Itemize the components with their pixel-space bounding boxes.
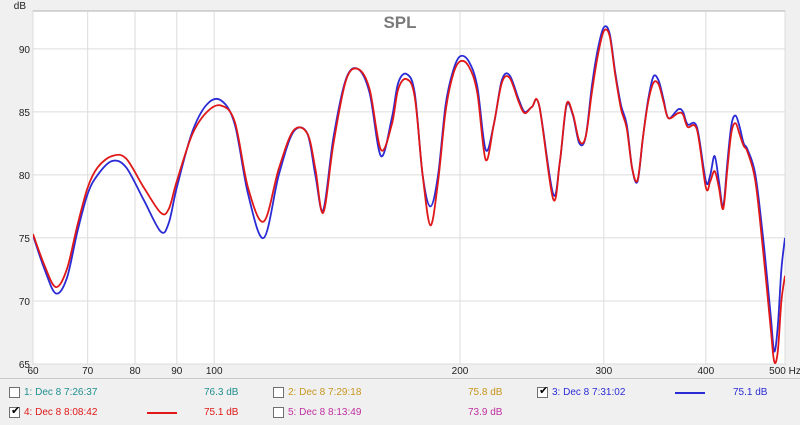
chart-title: SPL <box>383 13 416 32</box>
y-tick-label: 80 <box>19 171 31 182</box>
legend-value-5: 73.9 dB <box>468 407 503 418</box>
legend-label-5: 5: Dec 8 8:13:49 <box>288 407 362 418</box>
legend-swatch-3 <box>675 392 705 394</box>
grid <box>32 11 786 365</box>
legend-checkbox-5[interactable] <box>273 407 284 418</box>
y-tick-label: 75 <box>19 234 31 245</box>
legend-label-3: 3: Dec 8 7:31:02 <box>552 387 626 398</box>
legend-panel: 1: Dec 8 7:26:37 76.3 dB 2: Dec 8 7:29:1… <box>0 378 800 425</box>
legend-checkbox-3[interactable]: ✔ <box>537 384 549 398</box>
legend-value-3: 75.1 dB <box>733 387 768 398</box>
x-tick-label: 80 <box>129 366 141 377</box>
legend-item-5[interactable]: 5: Dec 8 8:13:49 73.9 dB <box>273 403 513 423</box>
legend-checkbox-1[interactable] <box>9 387 20 398</box>
legend-item-2[interactable]: 2: Dec 8 7:29:18 75.8 dB <box>273 383 513 403</box>
x-tick-label: 100 <box>206 366 223 377</box>
plot-area <box>32 10 786 365</box>
legend-value-4: 75.1 dB <box>204 407 239 418</box>
legend-value-2: 75.8 dB <box>468 387 503 398</box>
y-axis-unit: dB <box>14 1 27 12</box>
x-tick-label: 90 <box>171 366 183 377</box>
spl-chart: 60 70 80 90 100 200 300 400 500 Hz 65 70 75 80 85 90 S… <box>14 1 800 377</box>
x-tick-label: 400 <box>698 366 715 377</box>
y-tick-label: 70 <box>19 297 31 308</box>
legend-checkbox-4[interactable]: ✔ <box>9 404 21 418</box>
x-tick-label: 70 <box>82 366 94 377</box>
legend-value-1: 76.3 dB <box>204 387 239 398</box>
y-tick-label: 85 <box>19 108 31 119</box>
checkmark-icon: ✔ <box>539 384 549 397</box>
series-lines <box>33 25 785 364</box>
legend-swatch-4 <box>147 412 177 414</box>
legend-checkbox-2[interactable] <box>273 387 284 398</box>
legend-item-3[interactable]: ✔ 3: Dec 8 7:31:02 75.1 dB <box>537 383 777 403</box>
y-tick-label: 65 <box>19 360 31 371</box>
legend-item-1[interactable]: 1: Dec 8 7:26:37 76.3 dB <box>9 383 249 403</box>
x-tick-label: 300 <box>595 366 612 377</box>
tick-labels: 60 70 80 90 100 200 300 400 500 Hz 65 70 75 80 85 90 <box>19 45 800 377</box>
legend-item-4[interactable]: ✔ 4: Dec 8 8:08:42 75.1 dB <box>9 403 249 423</box>
x-tick-label: 60 <box>27 366 39 377</box>
legend-label-1: 1: Dec 8 7:26:37 <box>24 387 98 398</box>
x-tick-label: 500 Hz <box>769 366 800 377</box>
legend-label-4: 4: Dec 8 8:08:42 <box>24 407 98 418</box>
x-tick-label: 200 <box>452 366 469 377</box>
legend-label-2: 2: Dec 8 7:29:18 <box>288 387 362 398</box>
y-tick-label: 90 <box>19 45 31 56</box>
checkmark-icon: ✔ <box>11 404 21 417</box>
series-line-2 <box>33 28 785 364</box>
